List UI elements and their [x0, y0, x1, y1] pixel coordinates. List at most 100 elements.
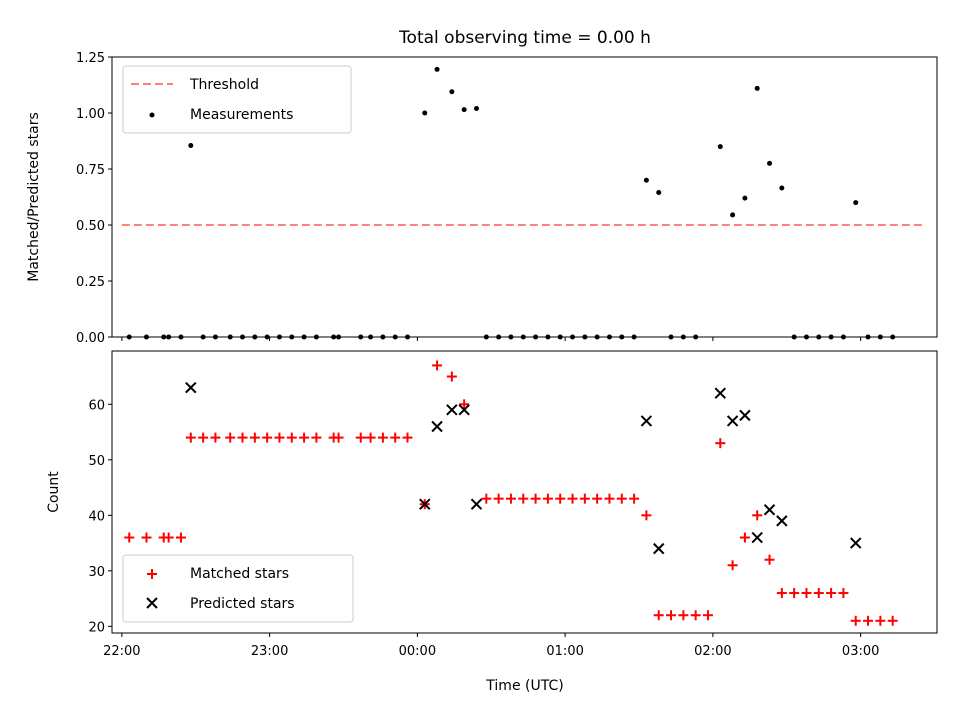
matched-star-point [530, 493, 541, 504]
measurement-point [656, 190, 662, 196]
matched-star-point [813, 588, 824, 599]
measurement-point [853, 200, 859, 206]
matched-star-point [592, 493, 603, 504]
measurement-point [742, 195, 748, 201]
bottom-legend-box [122, 554, 354, 623]
measurement-point [779, 185, 785, 191]
legend-threshold-label: Threshold [189, 77, 259, 93]
matched-star-point [641, 510, 652, 521]
x-tick-label: 23:00 [251, 644, 288, 659]
matched-star-point [210, 432, 221, 443]
matched-star-point [175, 532, 186, 543]
predicted-star-point [850, 537, 862, 549]
measurement-point [643, 177, 649, 183]
matched-star-point [249, 432, 260, 443]
chart-title: Total observing time = 0.00 h [398, 28, 651, 48]
measurement-point [434, 66, 440, 72]
top-legend: Threshold Measurements [122, 65, 352, 134]
matched-star-point [518, 493, 529, 504]
matched-star-point [789, 588, 800, 599]
y-tick-label: 60 [88, 398, 105, 413]
matched-star-point [274, 432, 285, 443]
measurement-point [754, 85, 760, 91]
matched-star-point [225, 432, 236, 443]
legend-matched-marker [147, 569, 157, 579]
matched-star-point [727, 560, 738, 571]
matched-star-point [850, 615, 861, 626]
measurement-point [717, 144, 723, 150]
predicted-star-point [726, 415, 739, 427]
top-axes-frame [111, 56, 938, 338]
y-tick-label: 1.25 [76, 51, 105, 66]
measurement-point [461, 107, 467, 113]
predicted-star-point [470, 498, 483, 510]
y-tick-label: 40 [88, 509, 105, 524]
measurement-point [767, 160, 773, 166]
matched-star-point [402, 432, 413, 443]
matched-star-point [739, 532, 750, 543]
x-tick-label: 03:00 [842, 644, 879, 659]
measurement-point [422, 110, 428, 116]
y-tick-label: 0.00 [76, 331, 105, 346]
matched-star-point [432, 360, 443, 371]
matched-star-point [446, 371, 457, 382]
x-tick-label: 02:00 [694, 644, 731, 659]
matched-star-point [579, 493, 590, 504]
matched-star-point [875, 615, 886, 626]
predicted-star-point [653, 542, 665, 555]
x-tick-label: 00:00 [399, 644, 436, 659]
legend-predicted-marker [146, 597, 158, 609]
top-axes: 0.00 0.25 0.50 0.75 1.00 1.25 Matched/Predict… [26, 51, 938, 346]
matched-star-point [604, 493, 615, 504]
y-tick-label: 20 [88, 620, 105, 635]
matched-star-point [493, 493, 504, 504]
matched-star-point [678, 610, 689, 621]
matched-star-point [542, 493, 553, 504]
matched-star-point [459, 399, 470, 410]
y-tick-label: 1.00 [76, 107, 105, 122]
bottom-legend: Matched stars Predicted stars [122, 554, 354, 623]
matched-star-point [299, 432, 310, 443]
y-tick-label: 0.75 [76, 163, 105, 178]
measurement-point [730, 212, 736, 218]
x-tick-label: 22:00 [103, 644, 140, 659]
matched-star-point [702, 610, 713, 621]
legend-matched-label: Matched stars [190, 566, 289, 582]
x-tick-label: 01:00 [546, 644, 583, 659]
y-tick-label: 50 [88, 454, 105, 469]
legend-measurements-marker [149, 112, 155, 118]
x-axis-label: Time (UTC) [485, 678, 563, 694]
top-legend-box [122, 65, 352, 134]
predicted-star-point [458, 404, 470, 416]
matched-star-point [616, 493, 627, 504]
y-tick-label: 0.50 [76, 219, 105, 234]
matched-star-point [286, 432, 297, 443]
predicted-star-point [185, 381, 197, 394]
matched-star-point [653, 610, 664, 621]
matched-star-point [690, 610, 701, 621]
y-tick-label: 30 [88, 565, 105, 580]
predicted-star-point [751, 531, 763, 544]
predicted-star-point [431, 420, 443, 433]
legend-predicted-label: Predicted stars [190, 596, 295, 612]
matched-star-point [333, 432, 344, 443]
predicted-star-point [776, 515, 788, 527]
matched-star-point [764, 554, 775, 565]
matched-star-point [863, 615, 874, 626]
matched-star-point [365, 432, 376, 443]
matched-star-point [567, 493, 578, 504]
predicted-star-point [739, 409, 751, 422]
matched-star-point [838, 588, 849, 599]
bottom-axes-frame [111, 350, 938, 634]
predicted-star-point [419, 498, 431, 510]
matched-star-point [377, 432, 388, 443]
matched-star-point [481, 493, 492, 504]
matched-star-point [666, 610, 677, 621]
matched-star-point [555, 493, 566, 504]
matched-star-point [505, 493, 516, 504]
matched-star-point [198, 432, 209, 443]
measurement-point [449, 89, 455, 95]
matched-star-point [237, 432, 248, 443]
matched-star-point [124, 532, 135, 543]
matched-star-point [262, 432, 273, 443]
